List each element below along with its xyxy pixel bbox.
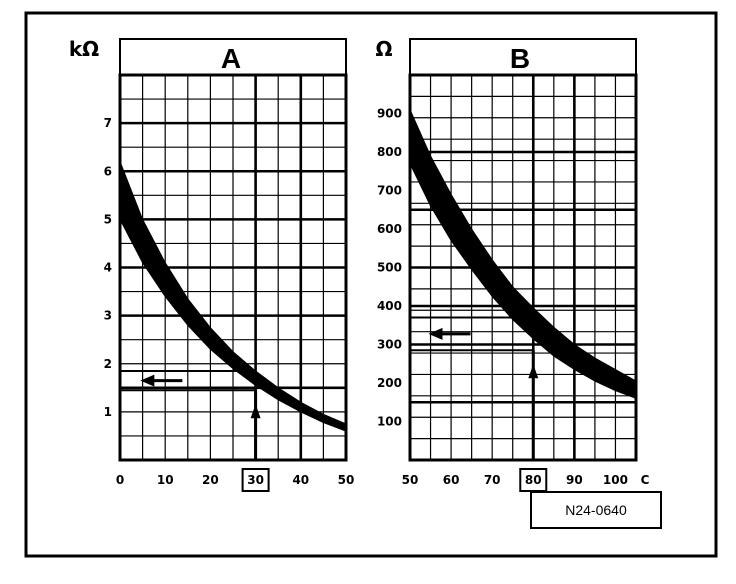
x-tick-label: 50 [338, 473, 355, 487]
arrow-up-icon [250, 404, 261, 419]
panel-b-grid [410, 75, 636, 460]
y-tick-label: 600 [377, 222, 402, 236]
panel-a: A kΩ 0 10 20 30 40 50 1 2 3 4 5 6 7 [69, 37, 355, 492]
y-tick-label: 6 [104, 164, 112, 178]
figure-code: N24-0640 [565, 502, 627, 518]
y-tick-label: 7 [104, 116, 112, 130]
x-tick-label: 90 [566, 473, 583, 487]
panel-b-x-ticks: 50 60 70 80 90 100 [402, 468, 628, 492]
y-tick-label: 800 [377, 145, 402, 159]
panel-a-x-ticks: 0 10 20 30 40 50 [116, 468, 355, 492]
arrow-left-icon [140, 374, 155, 387]
highlighted-tick-box [241, 468, 270, 492]
y-tick-label: 2 [104, 357, 112, 371]
outer-frame [24, 11, 718, 558]
arrow-up-icon [528, 364, 539, 379]
panel-a-title: A [221, 43, 241, 74]
x-tick-label: 10 [157, 473, 174, 487]
panel-b-reading [410, 316, 539, 460]
panel-b-y-unit: Ω [375, 37, 392, 61]
x-tick-label: 100 [603, 473, 628, 487]
panel-b-title-box [409, 38, 637, 76]
panel-a-y-unit: kΩ [69, 37, 99, 61]
y-tick-label: 200 [377, 376, 402, 390]
tolerance-band [409, 109, 637, 400]
arrow-left-icon [428, 327, 443, 340]
x-tick-label: 40 [292, 473, 309, 487]
panel-a-band [119, 161, 347, 432]
y-tick-label: 4 [104, 261, 112, 275]
panel-b-title: B [510, 43, 530, 74]
y-tick-label: 5 [104, 212, 112, 226]
tolerance-band [119, 161, 347, 432]
y-tick-label: 700 [377, 184, 402, 198]
y-tick-label: 1 [104, 405, 112, 419]
panel-b-y-ticks: 100 200 300 400 500 600 700 800 900 [377, 107, 402, 429]
panel-b: B Ω 50 60 70 80 90 100 100 200 300 400 500 600 700 8… [375, 37, 650, 492]
y-tick-label: 300 [377, 338, 402, 352]
panel-b-x-unit: C [641, 473, 650, 487]
y-tick-label: 500 [377, 261, 402, 275]
panel-b-band [409, 109, 637, 400]
x-tick-label: 20 [202, 473, 219, 487]
x-tick-label: 0 [116, 473, 124, 487]
y-tick-label: 3 [104, 309, 112, 323]
x-tick-label: 30 [247, 473, 264, 487]
figure-code-box [530, 491, 662, 529]
y-tick-label: 100 [377, 415, 402, 429]
y-tick-label: 400 [377, 299, 402, 313]
x-tick-label: 70 [484, 473, 501, 487]
y-tick-label: 900 [377, 107, 402, 121]
x-tick-label: 60 [443, 473, 460, 487]
x-tick-label: 50 [402, 473, 419, 487]
panel-a-reading [120, 369, 261, 460]
x-tick-label: 80 [525, 473, 542, 487]
panel-a-y-ticks: 1 2 3 4 5 6 7 [104, 116, 112, 419]
